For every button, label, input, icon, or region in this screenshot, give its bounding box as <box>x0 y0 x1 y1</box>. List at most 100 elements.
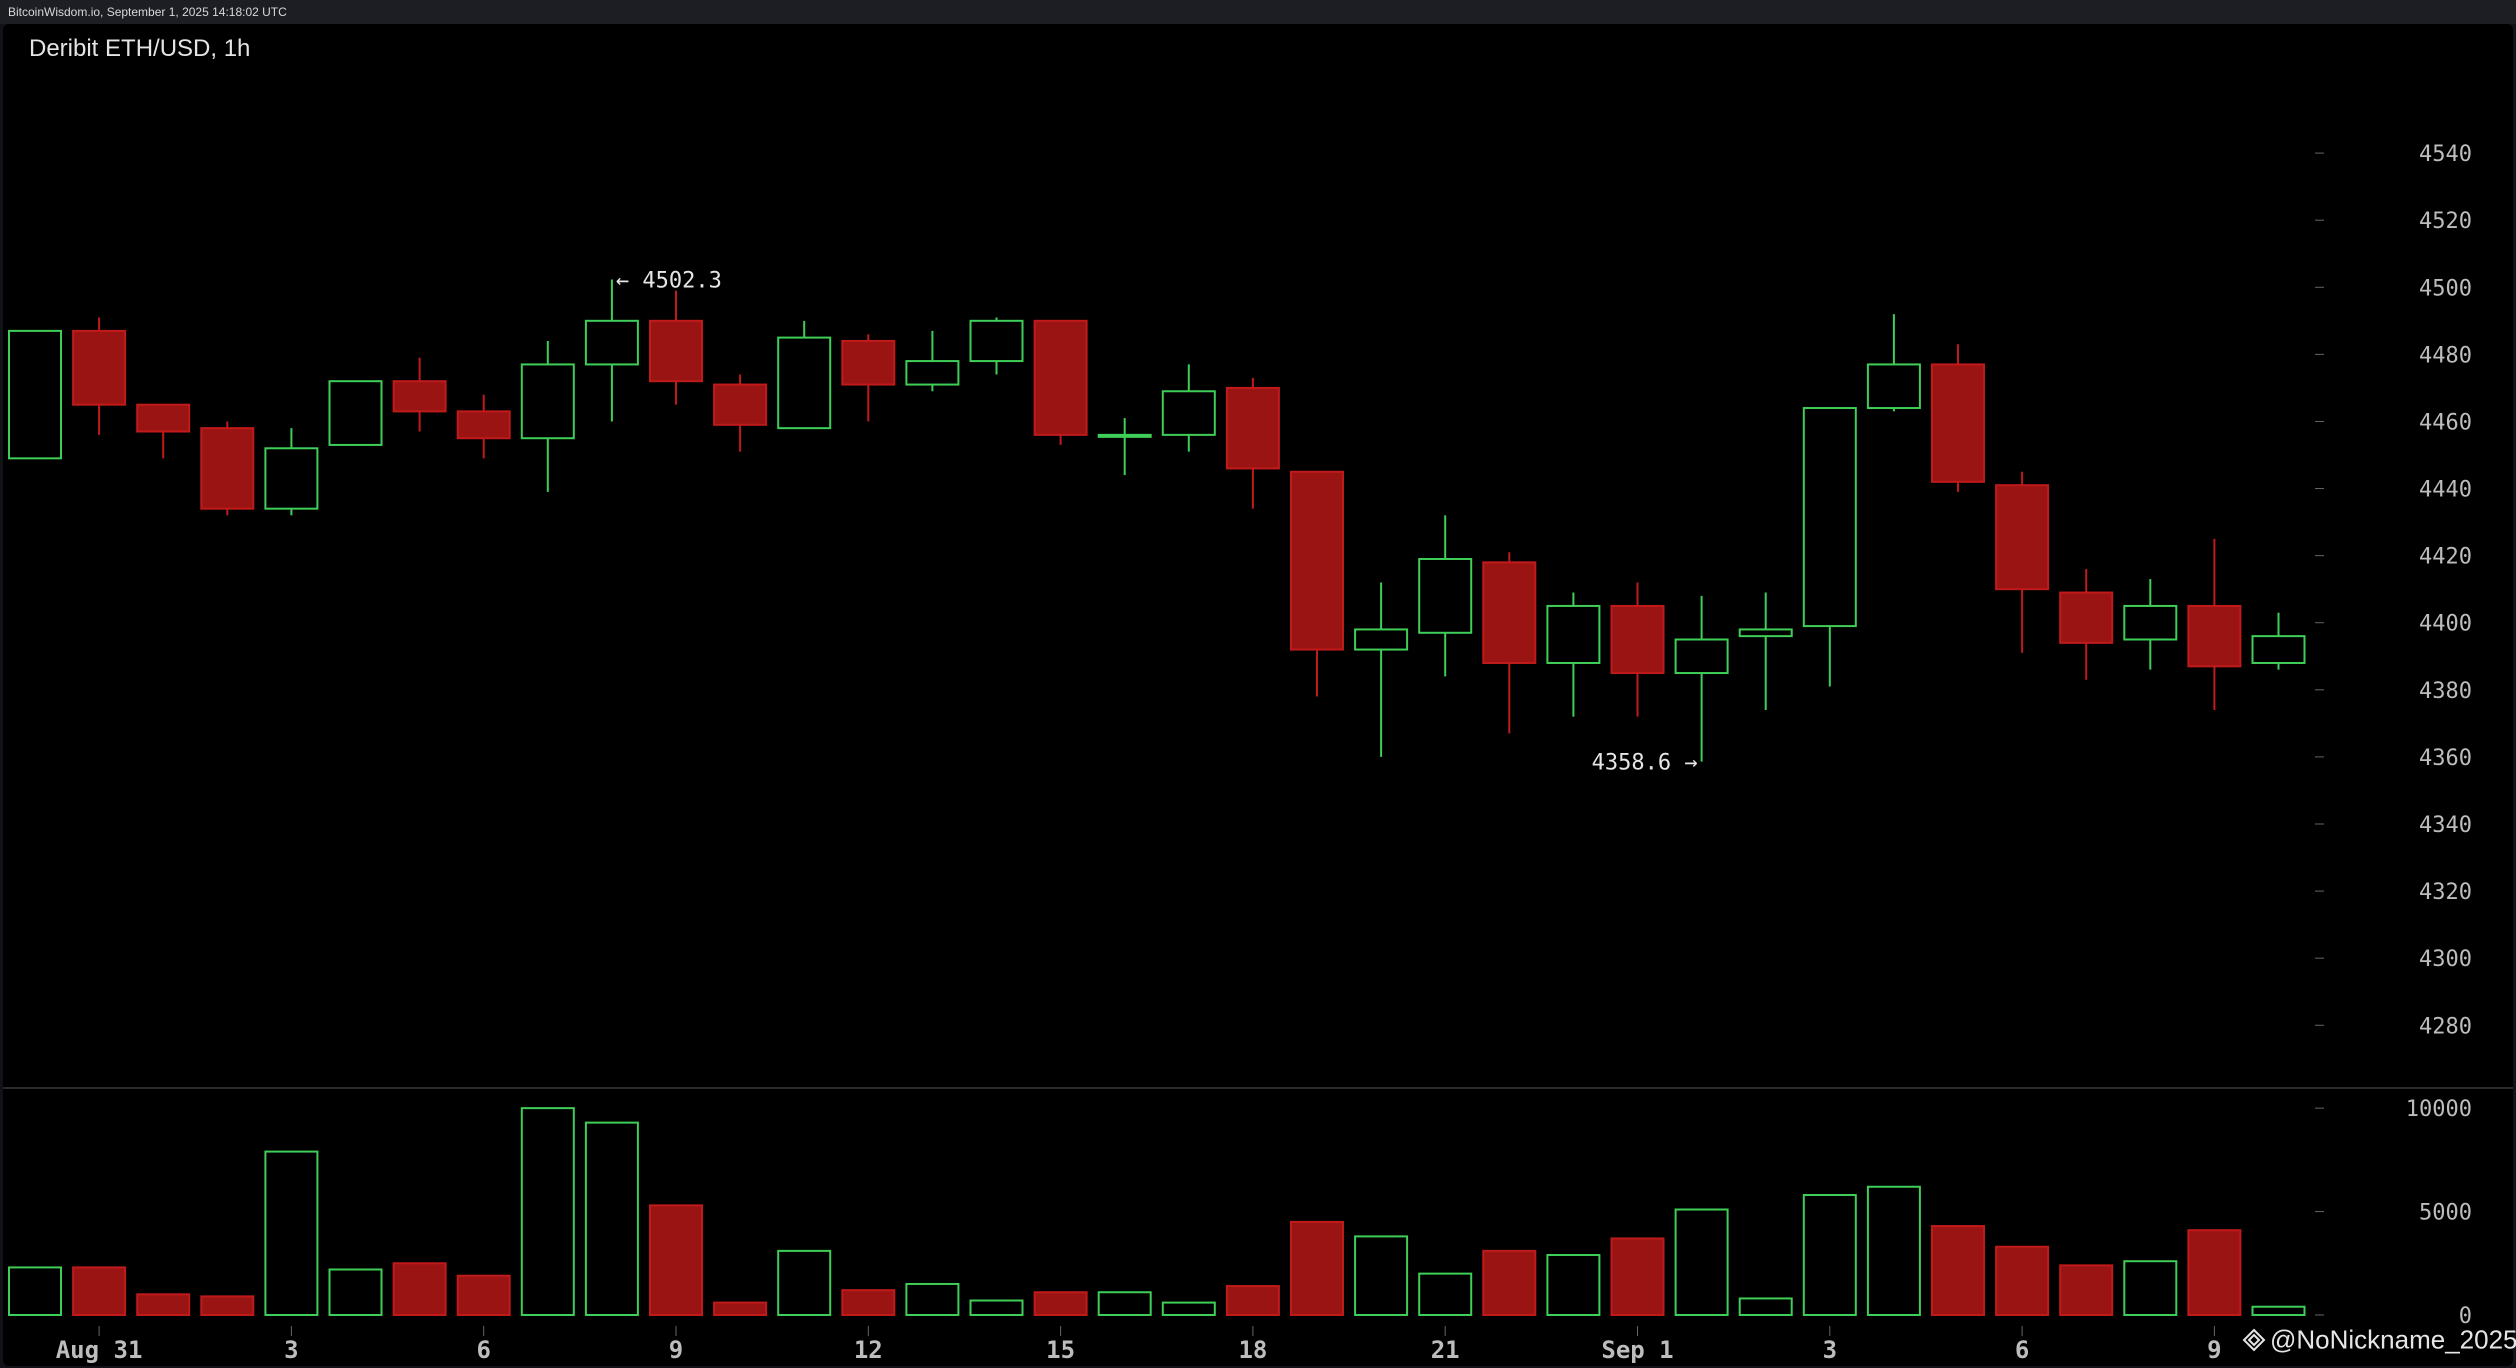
volume-bar <box>969 1299 1024 1317</box>
volume-bar <box>72 1266 127 1316</box>
x-tick-label: 9 <box>2207 1336 2221 1364</box>
candle-body <box>2251 635 2306 664</box>
candle-body <box>1674 638 1729 675</box>
price-tick-label: 4320 <box>2419 880 2472 905</box>
candle-body <box>456 410 511 440</box>
volume-bar <box>1802 1194 1857 1317</box>
candle-body <box>1802 407 1857 628</box>
volume-tick-label: 0 <box>2459 1304 2472 1329</box>
candle-body <box>2187 604 2242 668</box>
price-tick-label: 4380 <box>2419 679 2472 704</box>
price-annotation: ← 4502.3 <box>616 269 722 294</box>
candle-body <box>1225 386 1280 470</box>
volume-bar <box>1418 1272 1473 1316</box>
volume-bar <box>1995 1245 2050 1317</box>
candle-body <box>200 427 255 510</box>
volume-bar <box>1225 1285 1280 1316</box>
price-tick-label: 4500 <box>2419 276 2472 301</box>
volume-bar <box>2123 1260 2178 1317</box>
volume-bar <box>1161 1301 1216 1317</box>
watermark-text: @NoNickname_2025 <box>2270 1324 2516 1355</box>
volume-bar <box>8 1266 62 1316</box>
top-bar: BitcoinWisdom.io, September 1, 2025 14:1… <box>0 0 2516 24</box>
volume-bar <box>456 1274 511 1316</box>
volume-bar <box>1738 1297 1793 1316</box>
price-tick-label: 4300 <box>2419 947 2472 972</box>
candle-body <box>1354 628 1409 651</box>
volume-bar <box>392 1262 447 1316</box>
x-tick-label: 6 <box>476 1336 490 1364</box>
candle-body <box>905 360 960 386</box>
source-label: BitcoinWisdom.io, September 1, 2025 14:1… <box>8 5 287 19</box>
volume-bar <box>328 1268 383 1317</box>
candle-body <box>2059 591 2114 644</box>
chart-panel <box>3 24 2513 1366</box>
candle-body <box>520 363 575 440</box>
candle-body <box>1097 433 1152 438</box>
candle-body <box>777 336 832 430</box>
candle-body <box>72 329 127 406</box>
volume-bar <box>1482 1249 1537 1317</box>
candle-body <box>8 329 62 460</box>
price-tick-label: 4420 <box>2419 545 2472 570</box>
candle-body <box>1482 561 1537 664</box>
volume-bar <box>1354 1235 1409 1317</box>
x-tick-label: 3 <box>284 1336 298 1364</box>
volume-tick-label: 10000 <box>2406 1097 2472 1122</box>
x-tick-label: 9 <box>669 1336 683 1364</box>
volume-bar <box>520 1107 575 1316</box>
price-tick-label: 4460 <box>2419 410 2472 435</box>
volume-bar <box>264 1150 319 1317</box>
candle-body <box>328 380 383 446</box>
volume-bar <box>905 1282 960 1316</box>
candle-body <box>1546 604 1601 664</box>
candle-body <box>969 319 1024 363</box>
watermark: @NoNickname_2025 <box>2242 1323 2516 1356</box>
chart-title: Deribit ETH/USD, 1h <box>29 35 251 62</box>
candle-body <box>2123 604 2178 641</box>
x-tick-label: 12 <box>854 1336 883 1364</box>
volume-bar <box>1290 1220 1344 1316</box>
price-tick-label: 4520 <box>2419 209 2472 234</box>
candle-body <box>841 339 896 386</box>
candlestick-chart[interactable]: 4280 4300 4320 4340 4360 4380 4400 4420 4440 4460… <box>3 24 2513 1366</box>
x-tick-label: 3 <box>1823 1336 1837 1364</box>
volume-tick-label: 5000 <box>2419 1201 2472 1226</box>
volume-bar <box>1610 1237 1665 1317</box>
x-tick-label: 21 <box>1431 1336 1460 1364</box>
candle-body <box>1610 604 1665 675</box>
volume-bar <box>584 1121 639 1317</box>
volume-bar <box>2251 1305 2306 1316</box>
candle-body <box>649 319 703 383</box>
volume-bar <box>713 1301 768 1317</box>
volume-bar <box>841 1289 896 1317</box>
candle-body <box>264 447 319 510</box>
candle-body <box>1418 557 1473 634</box>
candle-body <box>1290 470 1344 651</box>
price-tick-label: 4400 <box>2419 612 2472 637</box>
volume-bar <box>136 1293 191 1316</box>
volume-bar <box>1674 1208 1729 1316</box>
volume-bar <box>649 1204 703 1317</box>
volume-bar <box>2187 1229 2242 1317</box>
candle-body <box>392 380 447 413</box>
candle-body <box>1866 363 1921 410</box>
volume-bar <box>1097 1291 1152 1317</box>
candle-body <box>1995 484 2050 591</box>
x-tick-label: 15 <box>1046 1336 1075 1364</box>
price-tick-label: 4540 <box>2419 142 2472 167</box>
volume-bar <box>1546 1254 1601 1316</box>
candle-body <box>1931 363 1985 483</box>
candle-body <box>1738 628 1793 638</box>
diamond-logo-icon <box>2242 1328 2266 1352</box>
candle-body <box>1033 319 1088 436</box>
price-tick-label: 4440 <box>2419 478 2472 503</box>
volume-bar <box>777 1249 832 1317</box>
price-tick-label: 4340 <box>2419 813 2472 838</box>
candle-body <box>584 319 639 366</box>
volume-bar <box>1931 1225 1985 1317</box>
candle-body <box>1161 390 1216 436</box>
x-tick-label: Aug 31 <box>56 1336 143 1364</box>
price-tick-label: 4480 <box>2419 343 2472 368</box>
x-tick-label: 18 <box>1238 1336 1267 1364</box>
